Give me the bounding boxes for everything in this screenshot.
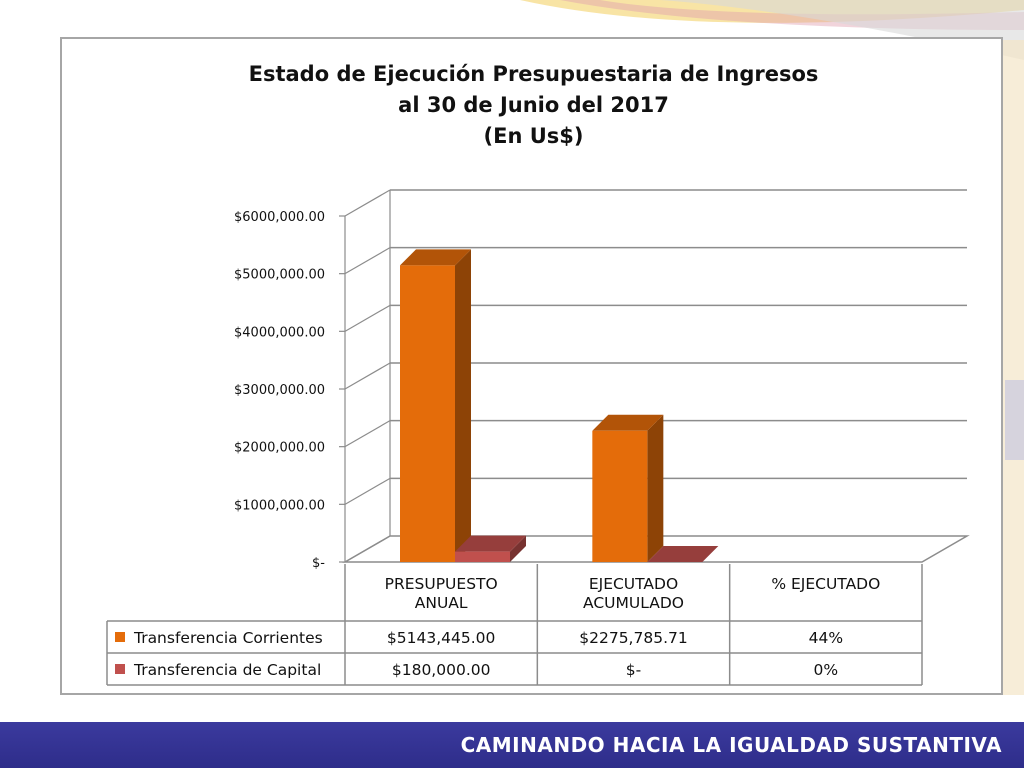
legend-label: Transferencia de Capital — [133, 661, 321, 679]
legend-swatch — [115, 664, 125, 674]
chart-panel: Estado de Ejecución Presupuestaria de In… — [60, 37, 1003, 695]
y-tick-label: $2000,000.00 — [234, 441, 325, 456]
y-tick-label: $- — [312, 556, 325, 571]
side-wall-gridline — [344, 535, 391, 563]
table-cell: $- — [626, 661, 641, 679]
chart-title-line-2: al 30 de Junio del 2017 — [398, 93, 669, 117]
table-cell: $2275,785.71 — [579, 629, 687, 647]
bar-transferencia-corrientes — [592, 414, 664, 562]
table-cell: $180,000.00 — [392, 661, 491, 679]
table-cell: 44% — [809, 629, 843, 647]
chart-title: Estado de Ejecución Presupuestaria de In… — [62, 59, 1005, 152]
legend-swatch — [115, 632, 125, 642]
category-label: PRESUPUESTO ANUAL — [385, 575, 498, 612]
y-tick-label: $4000,000.00 — [234, 325, 325, 340]
legend-label: Transferencia Corrientes — [133, 629, 323, 647]
bar-transferencia-de-capital — [455, 535, 526, 562]
chart-title-line-3: (En Us$) — [483, 124, 584, 148]
category-label: % EJECUTADO — [771, 575, 880, 593]
side-wall-gridline — [344, 247, 391, 275]
footer-bar: CAMINANDO HACIA LA IGUALDAD SUSTANTIVA — [0, 722, 1024, 768]
bar-transferencia-corrientes — [400, 249, 471, 563]
footer-slogan: CAMINANDO HACIA LA IGUALDAD SUSTANTIVA — [460, 733, 1002, 757]
table-cell: 0% — [814, 661, 839, 679]
category-label: EJECUTADO ACUMULADO — [583, 575, 684, 612]
chart-title-line-1: Estado de Ejecución Presupuestaria de In… — [248, 62, 819, 86]
bar-chart: $- $1000,000.00 $2000,000.00 $3000,000.00 $4… — [106, 189, 970, 686]
side-wall-gridline — [344, 420, 391, 448]
y-tick-label: $5000,000.00 — [234, 268, 325, 283]
y-tick-label: $3000,000.00 — [234, 383, 325, 398]
table-cell: $5143,445.00 — [387, 629, 495, 647]
side-wall-gridline — [344, 477, 391, 505]
side-wall-gridline — [344, 362, 391, 390]
y-tick-label: $1000,000.00 — [234, 498, 325, 513]
y-tick-label: $6000,000.00 — [234, 210, 325, 225]
side-wall-gridline — [344, 304, 391, 332]
side-wall-gridline — [344, 189, 391, 217]
bar-transferencia-de-capital — [647, 546, 719, 562]
